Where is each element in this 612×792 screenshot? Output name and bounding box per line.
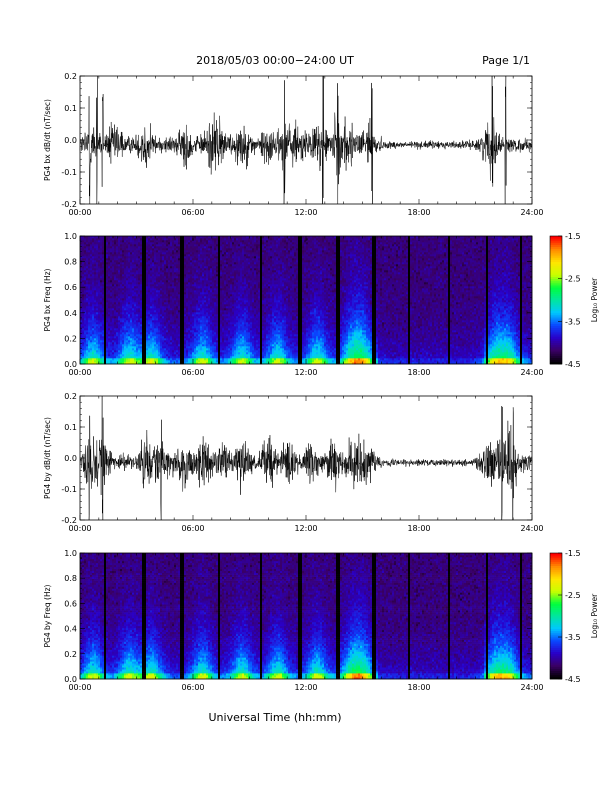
spectrogram-cells <box>80 236 532 364</box>
x-tick-label: 18:00 <box>407 524 430 533</box>
y-tick-label: 0.8 <box>64 258 77 267</box>
y-tick-label: 0.0 <box>64 136 77 145</box>
colorbar: -1.5 -2.5 -3.5 -4.5 Log₁₀ Power <box>550 549 599 684</box>
y-tick-label: 0.4 <box>64 309 77 318</box>
x-tick-label: 00:00 <box>68 368 91 377</box>
x-tick-label: 00:00 <box>68 524 91 533</box>
y-tick-label: 0.4 <box>64 625 77 634</box>
y-tick-label: 0.8 <box>64 574 77 583</box>
y-tick-label: 0.0 <box>64 360 77 369</box>
y-axis-label: PG4 by dB/dt (nT/sec) <box>43 417 52 499</box>
y-tick-label: -0.2 <box>61 200 77 209</box>
colorbar-tick-label: -1.5 <box>565 232 581 241</box>
figure: 2018/05/03 00:00−24:00 UT Page 1/1 00:00… <box>0 0 612 792</box>
x-tick-label: 24:00 <box>520 368 543 377</box>
y-tick-label: -0.1 <box>61 485 77 494</box>
x-tick-label: 24:00 <box>520 524 543 533</box>
page-title: 2018/05/03 00:00−24:00 UT <box>196 54 354 67</box>
x-tick-label: 12:00 <box>294 524 317 533</box>
bx-waveform-panel: 00:00 06:00 12:00 18:00 24:00 0.2 0.1 0.0 -0.1 -0… <box>43 72 544 217</box>
x-tick-label: 12:00 <box>294 208 317 217</box>
colorbar-tick-label: -3.5 <box>565 633 581 642</box>
x-tick-label: 12:00 <box>294 683 317 692</box>
x-tick-label: 00:00 <box>68 208 91 217</box>
y-tick-label: 0.6 <box>64 599 77 608</box>
spectrogram-cells <box>80 553 532 679</box>
y-axis-label: PG4 by Freq (Hz) <box>43 584 52 647</box>
y-tick-label: 1.0 <box>64 549 77 558</box>
colorbar-label: Log₁₀ Power <box>590 277 599 322</box>
series-line <box>80 76 532 204</box>
y-tick-label: -0.2 <box>61 516 77 525</box>
y-tick-label: 0.1 <box>64 423 77 432</box>
y-axis-label: PG4 bx dB/dt (nT/sec) <box>43 99 52 181</box>
by-waveform-panel: 00:00 06:00 12:00 18:00 24:00 0.2 0.1 0.0 -0.1 -0… <box>43 392 544 533</box>
x-tick-label: 06:00 <box>181 524 204 533</box>
y-tick-label: 1.0 <box>64 232 77 241</box>
y-tick-label: 0.6 <box>64 283 77 292</box>
y-tick-label: -0.1 <box>61 168 77 177</box>
y-tick-label: 0.0 <box>64 454 77 463</box>
y-tick-label: 0.2 <box>64 334 77 343</box>
colorbar-label: Log₁₀ Power <box>590 593 599 638</box>
colorbar-tick-label: -4.5 <box>565 675 581 684</box>
by-spectrogram-panel: 00:00 06:00 12:00 18:00 24:00 1.0 0.8 0.6 0.4 0.2… <box>43 549 599 692</box>
y-tick-label: 0.2 <box>64 650 77 659</box>
x-tick-label: 18:00 <box>407 368 430 377</box>
x-tick-label: 06:00 <box>181 208 204 217</box>
colorbar-tick-label: -2.5 <box>565 591 581 600</box>
colorbar-tick-label: -3.5 <box>565 317 581 326</box>
x-axis-label: Universal Time (hh:mm) <box>209 711 342 724</box>
x-tick-label: 24:00 <box>520 683 543 692</box>
y-tick-label: 0.1 <box>64 104 77 113</box>
y-axis-label: PG4 bx Freq (Hz) <box>43 268 52 331</box>
y-tick-label: 0.2 <box>64 392 77 401</box>
colorbar-tick-label: -4.5 <box>565 360 581 369</box>
x-tick-label: 18:00 <box>407 208 430 217</box>
bx-spectrogram-panel: 00:00 06:00 12:00 18:00 24:00 1.0 0.8 0.6 0.4 0.2… <box>43 232 599 377</box>
series-line <box>80 396 532 520</box>
x-tick-label: 06:00 <box>181 368 204 377</box>
y-tick-label: 0.2 <box>64 72 77 81</box>
x-tick-label: 18:00 <box>407 683 430 692</box>
colorbar: -1.5 -2.5 -3.5 -4.5 Log₁₀ Power <box>550 232 599 369</box>
x-tick-label: 24:00 <box>520 208 543 217</box>
x-tick-label: 12:00 <box>294 368 317 377</box>
panels: 00:00 06:00 12:00 18:00 24:00 0.2 0.1 0.0 -0.1 -0… <box>43 72 599 692</box>
page-number: Page 1/1 <box>482 54 530 67</box>
y-tick-label: 0.0 <box>64 675 77 684</box>
colorbar-tick-label: -2.5 <box>565 275 581 284</box>
colorbar-tick-label: -1.5 <box>565 549 581 558</box>
x-tick-label: 00:00 <box>68 683 91 692</box>
x-tick-label: 06:00 <box>181 683 204 692</box>
